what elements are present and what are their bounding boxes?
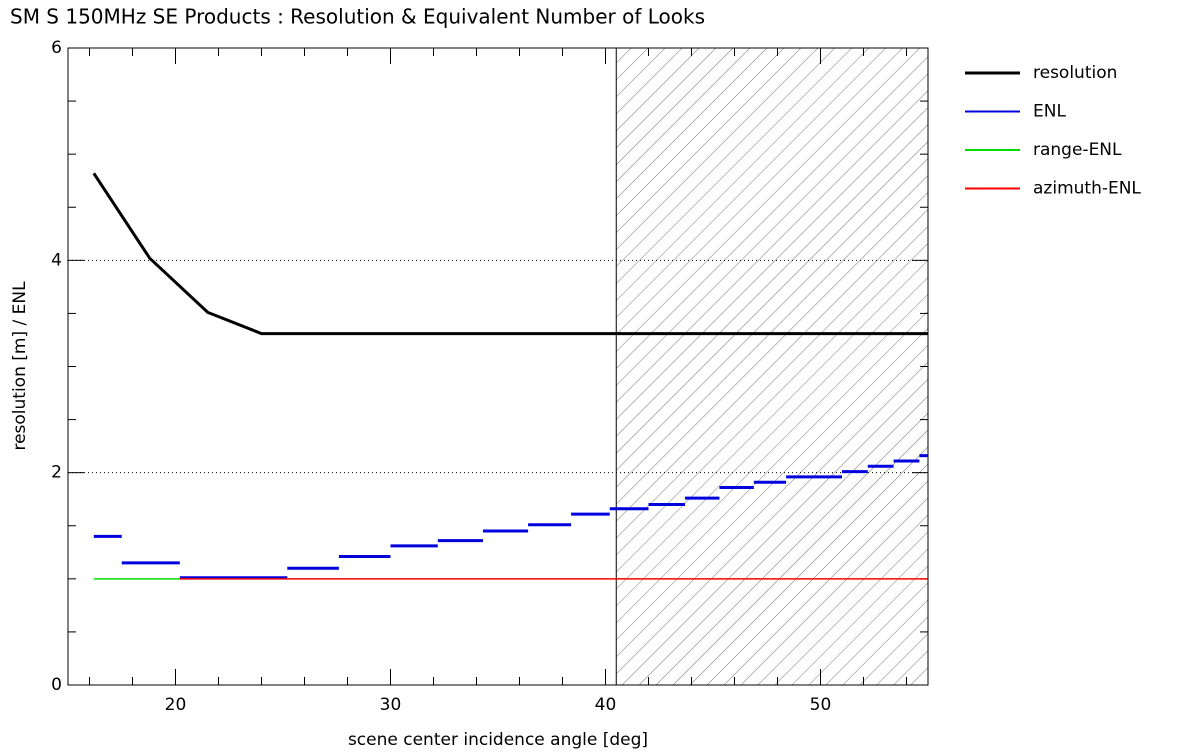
- legend-label: range-ENL: [1033, 140, 1122, 160]
- legend-label: azimuth-ENL: [1033, 179, 1141, 199]
- x-tick-label: 20: [165, 695, 187, 715]
- y-tick-label: 6: [51, 38, 62, 58]
- chart-title: SM S 150MHz SE Products : Resolution & E…: [10, 5, 705, 29]
- shaded-region: [615, 47, 929, 686]
- series-line: [92, 172, 928, 336]
- legend-label: ENL: [1033, 102, 1066, 122]
- x-tick-label: 30: [380, 695, 402, 715]
- x-tick-label: 40: [595, 695, 617, 715]
- x-axis-label: scene center incidence angle [deg]: [348, 730, 648, 750]
- y-axis-label: resolution [m] / ENL: [10, 281, 30, 451]
- y-tick-label: 0: [51, 675, 62, 695]
- y-tick-label: 2: [51, 463, 62, 483]
- legend-label: resolution: [1033, 63, 1117, 83]
- y-tick-label: 4: [51, 250, 62, 270]
- plot-frame: [67, 47, 929, 686]
- x-tick-label: 50: [810, 695, 832, 715]
